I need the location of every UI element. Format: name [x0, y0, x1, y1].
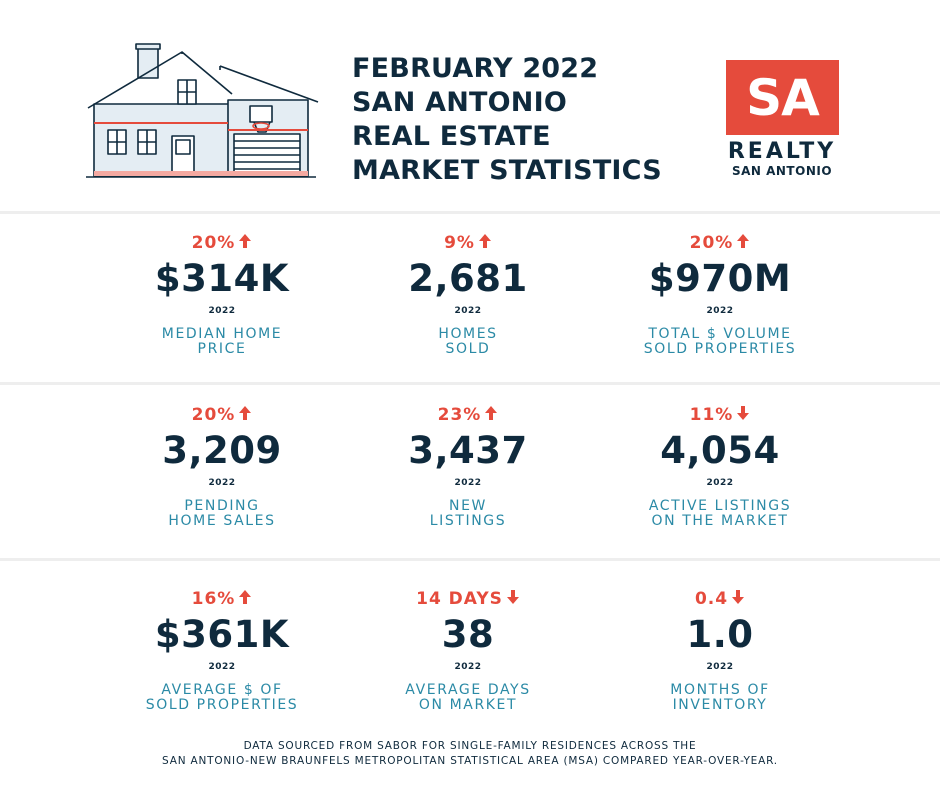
arrow-down-icon: [733, 405, 750, 426]
stat-card: 20% 3,209 2022 PENDING HOME SALES: [122, 403, 322, 529]
change-indicator: 20%: [122, 403, 322, 427]
change-value: 20%: [191, 405, 236, 425]
stat-value: 4,054: [660, 429, 780, 472]
change-indicator: 16%: [122, 587, 322, 611]
change-indicator: 9%: [368, 231, 568, 255]
change-value: 14 DAYS: [416, 589, 503, 609]
footer-note: DATA SOURCED FROM SABOR FOR SINGLE-FAMIL…: [0, 739, 940, 769]
stat-value: 3,209: [162, 429, 282, 472]
header: FEBRUARY 2022 SAN ANTONIO REAL ESTATE MA…: [0, 0, 940, 210]
change-value: 9%: [444, 233, 475, 253]
change-value: 23%: [437, 405, 482, 425]
logo-mark: SA: [726, 60, 839, 135]
stat-value: 38: [441, 613, 495, 656]
change-value: 20%: [191, 233, 236, 253]
arrow-up-icon: [481, 405, 498, 426]
change-indicator: 14 DAYS: [368, 587, 568, 611]
arrow-down-icon: [503, 589, 520, 610]
stat-card: 9% 2,681 2022 HOMES SOLD: [368, 231, 568, 357]
title-line: FEBRUARY 2022: [352, 53, 599, 84]
stat-label: TOTAL $ VOLUME SOLD PROPERTIES: [643, 326, 797, 357]
stat-card: 23% 3,437 2022 NEW LISTINGS: [368, 403, 568, 529]
stat-card: 16% $361K 2022 AVERAGE $ OF SOLD PROPERTIES: [122, 587, 322, 713]
logo-sub-text: SAN ANTONIO: [731, 164, 833, 178]
title-line: MARKET STATISTICS: [352, 155, 662, 186]
change-indicator: 20%: [122, 231, 322, 255]
logo-realty-text: REALTY: [727, 139, 837, 164]
house-illustration: [86, 43, 319, 178]
stat-value: 1.0: [686, 613, 754, 656]
arrow-up-icon: [475, 233, 492, 254]
stat-year: 2022: [208, 662, 236, 672]
stat-label: NEW LISTINGS: [429, 498, 507, 529]
arrow-up-icon: [235, 589, 252, 610]
stat-year: 2022: [706, 306, 734, 316]
stat-card: 14 DAYS 38 2022 AVERAGE DAYS ON MARKET: [368, 587, 568, 713]
arrow-up-icon: [235, 405, 252, 426]
stat-year: 2022: [454, 662, 482, 672]
stat-value: $970M: [648, 257, 792, 300]
stat-label: AVERAGE $ OF SOLD PROPERTIES: [145, 682, 299, 713]
footer-line: DATA SOURCED FROM SABOR FOR SINGLE-FAMIL…: [243, 740, 697, 752]
arrow-down-icon: [728, 589, 745, 610]
change-indicator: 0.4: [620, 587, 820, 611]
stat-label: MONTHS OF INVENTORY: [670, 682, 770, 713]
arrow-up-icon: [235, 233, 252, 254]
divider: [0, 558, 940, 561]
stat-year: 2022: [208, 306, 236, 316]
stat-year: 2022: [454, 478, 482, 488]
stat-year: 2022: [454, 306, 482, 316]
stat-year: 2022: [208, 478, 236, 488]
stat-card: 20% $314K 2022 MEDIAN HOME PRICE: [122, 231, 322, 357]
realty-logo: SA REALTY SAN ANTONIO: [722, 60, 842, 185]
stat-card: 0.4 1.0 2022 MONTHS OF INVENTORY: [620, 587, 820, 713]
change-value: 20%: [689, 233, 734, 253]
stat-value: $361K: [154, 613, 290, 656]
divider: [0, 382, 940, 385]
change-value: 16%: [191, 589, 236, 609]
change-value: 0.4: [694, 589, 729, 609]
stat-label: PENDING HOME SALES: [168, 498, 276, 529]
stat-year: 2022: [706, 662, 734, 672]
stat-card: 11% 4,054 2022 ACTIVE LISTINGS ON THE MARKE…: [620, 403, 820, 529]
stat-label: AVERAGE DAYS ON MARKET: [405, 682, 531, 713]
arrow-up-icon: [733, 233, 750, 254]
stat-value: $314K: [154, 257, 290, 300]
stat-value: 2,681: [408, 257, 528, 300]
stat-label: MEDIAN HOME PRICE: [161, 326, 283, 357]
change-indicator: 20%: [620, 231, 820, 255]
change-indicator: 11%: [620, 403, 820, 427]
stat-label: ACTIVE LISTINGS ON THE MARKET: [648, 498, 792, 529]
change-value: 11%: [689, 405, 734, 425]
stat-card: 20% $970M 2022 TOTAL $ VOLUME SOLD PROPERTI…: [620, 231, 820, 357]
page-title: FEBRUARY 2022 SAN ANTONIO REAL ESTATE MA…: [352, 52, 712, 188]
stat-value: 3,437: [408, 429, 528, 472]
divider: [0, 211, 940, 214]
title-line: REAL ESTATE: [352, 121, 551, 152]
title-line: SAN ANTONIO: [352, 87, 567, 118]
change-indicator: 23%: [368, 403, 568, 427]
stat-label: HOMES SOLD: [438, 326, 498, 357]
stat-year: 2022: [706, 478, 734, 488]
footer-line: SAN ANTONIO-NEW BRAUNFELS METROPOLITAN S…: [162, 755, 778, 767]
